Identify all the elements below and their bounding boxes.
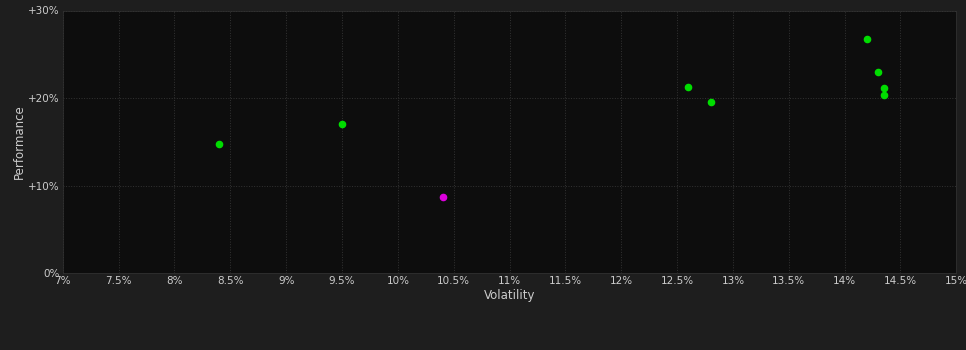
Point <box>876 92 892 98</box>
Point <box>870 69 886 75</box>
Point <box>703 99 719 104</box>
Y-axis label: Performance: Performance <box>13 104 26 179</box>
Point <box>212 141 227 146</box>
Point <box>876 85 892 90</box>
Point <box>860 37 875 42</box>
Point <box>680 84 696 90</box>
Point <box>334 121 350 127</box>
Point <box>435 194 450 199</box>
X-axis label: Volatility: Volatility <box>484 288 535 302</box>
